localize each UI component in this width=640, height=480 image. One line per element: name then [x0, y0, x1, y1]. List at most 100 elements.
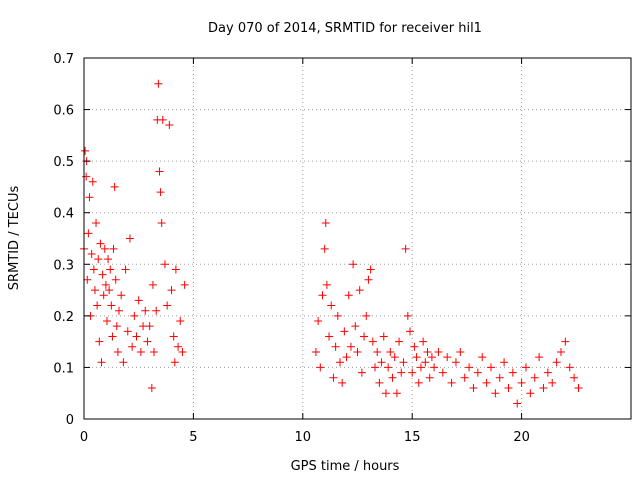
data-point [406, 327, 415, 336]
data-point [85, 193, 94, 202]
data-point [535, 353, 544, 362]
data-point [145, 322, 154, 331]
data-point [390, 353, 399, 362]
data-point [134, 296, 143, 305]
data-point [130, 311, 139, 320]
data-point [169, 332, 178, 341]
y-tick-label: 0 [66, 413, 74, 428]
data-point [381, 389, 390, 398]
data-point [386, 347, 395, 356]
data-point [115, 306, 124, 315]
data-point [364, 275, 373, 284]
data-point [84, 229, 93, 238]
data-point [101, 280, 110, 289]
data-point [110, 182, 119, 191]
data-point [368, 337, 377, 346]
data-point [98, 270, 107, 279]
data-point [384, 363, 393, 372]
data-point [342, 353, 351, 362]
data-point [388, 373, 397, 382]
data-point [495, 373, 504, 382]
data-point [167, 286, 176, 295]
data-point [482, 378, 491, 387]
data-point [443, 353, 452, 362]
data-point [565, 363, 574, 372]
data-point [123, 327, 132, 336]
data-point [320, 244, 329, 253]
data-point [355, 286, 364, 295]
data-point [316, 363, 325, 372]
x-tick-label: 5 [189, 430, 197, 445]
data-point [338, 378, 347, 387]
data-point [87, 249, 96, 258]
data-point [178, 347, 187, 356]
data-point [83, 275, 92, 284]
data-point [154, 79, 163, 88]
data-point [521, 363, 530, 372]
data-point [95, 337, 104, 346]
tick-marks [83, 57, 631, 420]
data-point [156, 188, 165, 197]
data-point [353, 347, 362, 356]
x-tick-label: 0 [80, 430, 88, 445]
data-point [318, 291, 327, 300]
data-point [333, 311, 342, 320]
data-point [322, 280, 331, 289]
data-point [158, 115, 167, 124]
plot-frame [83, 57, 632, 420]
data-point [351, 322, 360, 331]
x-axis-label: GPS time / hours [291, 459, 400, 474]
data-point [344, 291, 353, 300]
data-point [109, 244, 118, 253]
data-point [399, 358, 408, 367]
data-point [100, 244, 109, 253]
data-point [157, 219, 166, 228]
data-point [147, 384, 156, 393]
data-point [504, 384, 513, 393]
data-point [335, 358, 344, 367]
data-point [366, 265, 375, 274]
data-point [574, 384, 583, 393]
data-point [111, 275, 120, 284]
data-point [117, 291, 126, 300]
y-tick-label: 0.5 [53, 155, 74, 170]
data-point [423, 347, 432, 356]
data-point [377, 358, 386, 367]
data-point [447, 378, 456, 387]
data-point [460, 373, 469, 382]
data-point [171, 265, 180, 274]
data-point [112, 322, 121, 331]
data-point [93, 301, 102, 310]
data-point [132, 332, 141, 341]
data-point [561, 337, 570, 346]
data-point [121, 265, 130, 274]
x-tick-label: 15 [404, 430, 421, 445]
data-point [155, 167, 164, 176]
data-point [88, 177, 97, 186]
y-tick-label: 0.7 [53, 52, 74, 67]
data-point [473, 368, 482, 377]
data-point [414, 378, 423, 387]
data-point [102, 317, 111, 326]
data-point [451, 358, 460, 367]
y-tick-label: 0.4 [53, 207, 74, 222]
data-point [160, 260, 169, 269]
data-point [331, 342, 340, 351]
data-point [412, 353, 421, 362]
data-point [82, 172, 91, 181]
data-point [373, 347, 382, 356]
data-point [539, 384, 548, 393]
data-point [401, 244, 410, 253]
y-tick-label: 0.3 [53, 258, 74, 273]
data-point [107, 301, 116, 310]
data-point [438, 368, 447, 377]
data-point [150, 347, 159, 356]
x-tick-label: 20 [513, 430, 530, 445]
data-point [349, 260, 358, 269]
data-point [143, 337, 152, 346]
data-point [410, 342, 419, 351]
data-point [96, 239, 105, 248]
data-point [81, 146, 90, 155]
data-point [128, 342, 137, 351]
